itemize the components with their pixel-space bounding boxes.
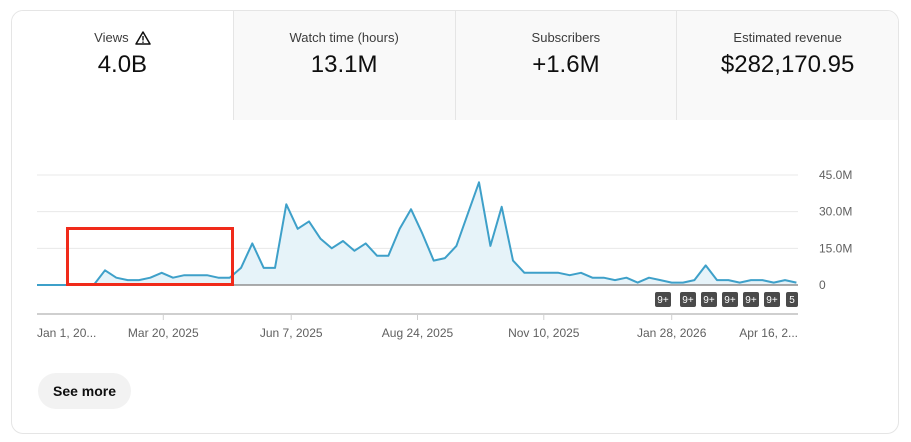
x-tick-label: Apr 16, 2... bbox=[739, 326, 798, 340]
tab-watch-time[interactable]: Watch time (hours) 13.1M bbox=[232, 11, 455, 120]
metric-value: 13.1M bbox=[310, 51, 378, 78]
annotation-badge-label: 9+ bbox=[745, 295, 757, 306]
area-fill bbox=[37, 182, 797, 285]
highlight-box bbox=[66, 227, 234, 286]
metric-label: Watch time (hours) bbox=[289, 30, 399, 45]
x-tick-label: Mar 20, 2025 bbox=[128, 326, 199, 340]
x-tick-label: Jan 1, 20... bbox=[37, 326, 96, 340]
see-more-button[interactable]: See more bbox=[38, 373, 132, 409]
metric-value: 4.0B bbox=[97, 51, 148, 78]
tab-estimated-revenue[interactable]: Estimated revenue $282,170.95 bbox=[676, 11, 898, 120]
annotation-badge bbox=[743, 292, 759, 307]
annotation-badge-label: 9+ bbox=[766, 295, 778, 306]
x-tick-label: Aug 24, 2025 bbox=[382, 326, 454, 340]
metric-value: $282,170.95 bbox=[720, 51, 855, 78]
x-tick-label: Jun 7, 2025 bbox=[260, 326, 323, 340]
x-tick-label: Nov 10, 2025 bbox=[508, 326, 580, 340]
annotation-badge-label: 9+ bbox=[703, 295, 715, 306]
views-line bbox=[37, 181, 797, 286]
tab-subscribers[interactable]: Subscribers +1.6M bbox=[454, 11, 677, 120]
metric-label: Estimated revenue bbox=[733, 30, 842, 45]
annotation-badge bbox=[680, 292, 696, 307]
x-tick-label: Jan 28, 2026 bbox=[637, 326, 707, 340]
analytics-card: Views 4.0B Watch time (hours) 13.1M Subs… bbox=[11, 10, 899, 434]
tab-views[interactable]: Views 4.0B bbox=[12, 11, 233, 120]
y-tick-label: 45.0M bbox=[819, 168, 852, 182]
annotation-badge bbox=[655, 292, 671, 307]
annotation-badge-label: 5 bbox=[789, 295, 795, 306]
y-tick-label: 0 bbox=[819, 278, 826, 292]
warning-icon[interactable] bbox=[134, 30, 151, 45]
annotation-badge-label: 9+ bbox=[724, 295, 736, 306]
annotation-badge bbox=[786, 292, 798, 307]
metric-tabs: Views 4.0B Watch time (hours) 13.1M Subs… bbox=[12, 11, 898, 120]
metric-value: +1.6M bbox=[532, 51, 600, 78]
annotation-badge-label: 9+ bbox=[657, 295, 669, 306]
annotation-badge bbox=[701, 292, 717, 307]
annotation-badge-label: 9+ bbox=[682, 295, 694, 306]
y-tick-label: 30.0M bbox=[819, 205, 852, 219]
annotation-badge bbox=[722, 292, 738, 307]
y-tick-label: 15.0M bbox=[819, 241, 852, 255]
metric-label: Subscribers bbox=[531, 30, 601, 45]
metric-label: Views bbox=[94, 30, 129, 45]
annotation-badge bbox=[764, 292, 780, 307]
